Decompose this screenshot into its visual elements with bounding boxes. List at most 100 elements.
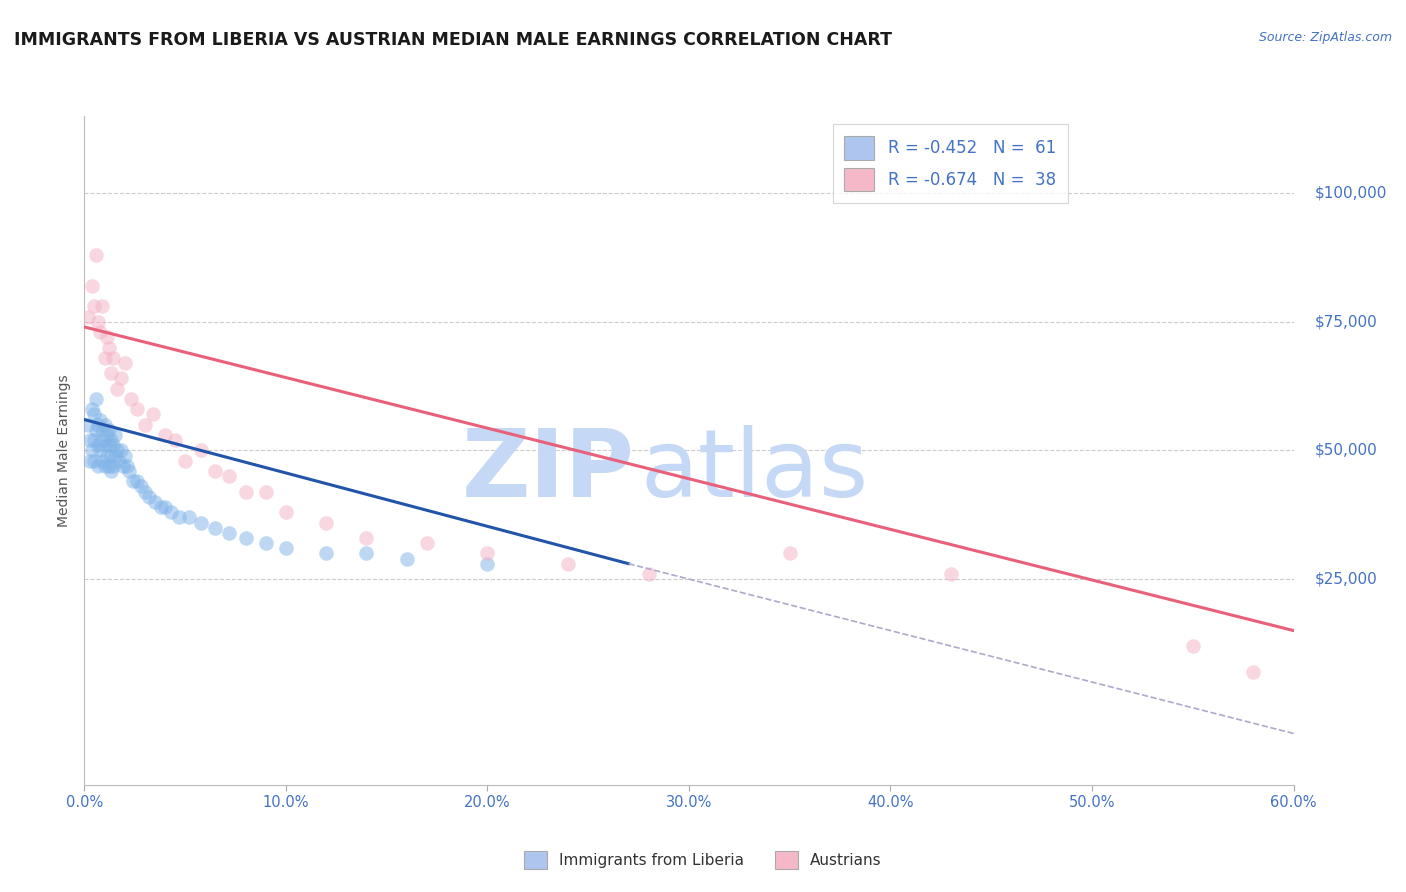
Point: [121, 475, 143, 489]
Point: [91, 299, 114, 313]
Point: [97, 438, 120, 452]
Point: [101, 438, 124, 452]
Point: [274, 505, 297, 519]
Point: [254, 484, 277, 499]
Point: [160, 505, 183, 519]
Point: [356, 531, 378, 545]
Point: [93, 417, 115, 432]
Point: [167, 510, 190, 524]
Point: [134, 484, 156, 499]
Point: [110, 371, 132, 385]
Point: [110, 443, 132, 458]
Point: [87, 458, 110, 473]
Point: [153, 428, 176, 442]
Point: [104, 428, 127, 442]
Point: [204, 464, 226, 478]
Point: [105, 443, 128, 458]
Point: [82, 443, 104, 458]
Point: [86, 248, 108, 262]
Point: [138, 490, 160, 504]
Point: [315, 516, 337, 530]
Point: [114, 449, 136, 463]
Point: [477, 546, 499, 560]
Point: [190, 443, 212, 458]
Text: IMMIGRANTS FROM LIBERIA VS AUSTRIAN MEDIAN MALE EARNINGS CORRELATION CHART: IMMIGRANTS FROM LIBERIA VS AUSTRIAN MEDI…: [14, 31, 891, 49]
Point: [190, 516, 212, 530]
Point: [274, 541, 297, 556]
Point: [79, 433, 101, 447]
Text: ZIP: ZIP: [461, 425, 634, 516]
Point: [82, 402, 104, 417]
Point: [96, 449, 118, 463]
Point: [96, 330, 118, 344]
Legend: R = -0.452   N =  61, R = -0.674   N =  38: R = -0.452 N = 61, R = -0.674 N = 38: [832, 124, 1067, 203]
Point: [395, 551, 418, 566]
Point: [97, 341, 120, 355]
Point: [93, 351, 115, 365]
Text: $25,000: $25,000: [1315, 572, 1378, 587]
Point: [218, 525, 240, 540]
Point: [91, 423, 114, 437]
Point: [134, 417, 156, 432]
Point: [101, 351, 124, 365]
Point: [83, 454, 105, 468]
Point: [125, 475, 148, 489]
Point: [86, 423, 108, 437]
Point: [91, 454, 114, 468]
Point: [118, 464, 141, 478]
Point: [153, 500, 176, 514]
Point: [100, 449, 122, 463]
Point: [149, 500, 172, 514]
Point: [120, 392, 142, 406]
Point: [89, 412, 111, 426]
Text: atlas: atlas: [641, 425, 869, 516]
Point: [111, 458, 134, 473]
Point: [93, 438, 115, 452]
Point: [315, 546, 337, 560]
Point: [939, 566, 962, 581]
Point: [125, 402, 148, 417]
Point: [1241, 665, 1264, 679]
Text: Source: ZipAtlas.com: Source: ZipAtlas.com: [1258, 31, 1392, 45]
Point: [105, 382, 128, 396]
Text: $50,000: $50,000: [1315, 443, 1378, 458]
Point: [101, 458, 124, 473]
Point: [356, 546, 378, 560]
Point: [779, 546, 801, 560]
Point: [89, 443, 111, 458]
Point: [1181, 639, 1204, 653]
Point: [218, 469, 240, 483]
Point: [637, 566, 659, 581]
Point: [97, 458, 120, 473]
Text: $75,000: $75,000: [1315, 314, 1378, 329]
Point: [100, 464, 122, 478]
Point: [165, 433, 187, 447]
Point: [100, 433, 122, 447]
Point: [83, 433, 105, 447]
Point: [416, 536, 439, 550]
Point: [77, 417, 100, 432]
Point: [235, 531, 257, 545]
Point: [86, 392, 108, 406]
Point: [87, 315, 110, 329]
Point: [107, 454, 129, 468]
Point: [93, 458, 115, 473]
Point: [100, 366, 122, 380]
Point: [477, 557, 499, 571]
Point: [82, 278, 104, 293]
Legend: Immigrants from Liberia, Austrians: Immigrants from Liberia, Austrians: [519, 845, 887, 875]
Point: [143, 495, 166, 509]
Point: [114, 356, 136, 370]
Point: [557, 557, 579, 571]
Y-axis label: Median Male Earnings: Median Male Earnings: [58, 374, 72, 527]
Point: [254, 536, 277, 550]
Point: [83, 408, 105, 422]
Point: [235, 484, 257, 499]
Point: [89, 325, 111, 339]
Text: $100,000: $100,000: [1315, 186, 1386, 201]
Point: [115, 458, 138, 473]
Point: [97, 423, 120, 437]
Point: [104, 449, 127, 463]
Point: [142, 408, 165, 422]
Point: [79, 454, 101, 468]
